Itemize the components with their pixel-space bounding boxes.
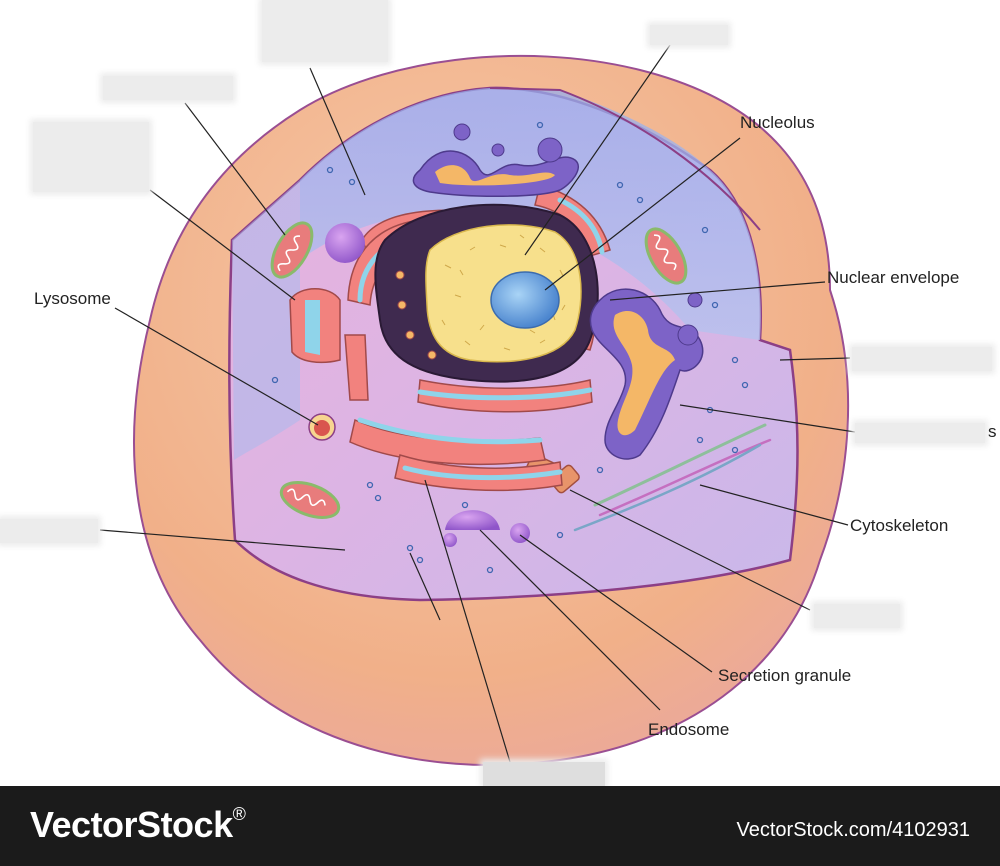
smooth-endoplasmic-reticulum — [289, 288, 341, 364]
membrane-edge-right — [759, 339, 791, 351]
blank-label-plasma-membrane — [852, 347, 992, 371]
vesicle-large — [325, 223, 365, 263]
endosome-body — [445, 510, 500, 530]
brand-name: VectorStock — [30, 804, 233, 845]
rough-endoplasmic-reticulum — [344, 184, 611, 492]
label-lysosome: Lysosome — [34, 289, 111, 308]
label-cytoskeleton: Cytoskeleton — [850, 516, 949, 535]
blank-label-mitochondrion — [103, 76, 233, 100]
leader-lines — [99, 44, 856, 763]
nucleolus-body — [490, 271, 560, 329]
blank-label-smooth-er — [33, 122, 149, 192]
golgi-apparatus — [589, 288, 704, 460]
label-nuclear-envelope: Nuclear envelope — [827, 268, 960, 287]
label-partial-suffix: s — [988, 422, 997, 441]
blank-label-nucleus — [650, 25, 728, 45]
free-ribosomes — [271, 121, 749, 574]
blank-label-cytoplasm — [0, 519, 98, 543]
cytoskeleton-filaments — [573, 423, 772, 532]
mitochondria — [270, 221, 688, 519]
label-nucleolus: Nucleolus — [740, 113, 815, 132]
label-secretion-granule: Secretion granule — [718, 666, 852, 685]
footer-watermark-bar: VectorStock® VectorStock.com/4102931 — [0, 786, 1000, 866]
blank-label-centrioles — [814, 604, 900, 628]
cell-illustration — [99, 44, 856, 766]
membrane-edge-top — [489, 87, 761, 231]
brand-logo[interactable]: VectorStock® — [30, 804, 246, 846]
blank-label-rough-er — [262, 0, 388, 62]
stock-id-link[interactable]: VectorStock.com/4102931 — [736, 819, 970, 841]
nucleus — [374, 203, 599, 383]
label-endosome: Endosome — [648, 720, 730, 739]
blank-label-golgi — [855, 423, 985, 443]
blank-label-ribosomes — [483, 762, 605, 786]
golgi-apparatus-top — [412, 123, 580, 197]
registered-mark: ® — [232, 804, 246, 824]
